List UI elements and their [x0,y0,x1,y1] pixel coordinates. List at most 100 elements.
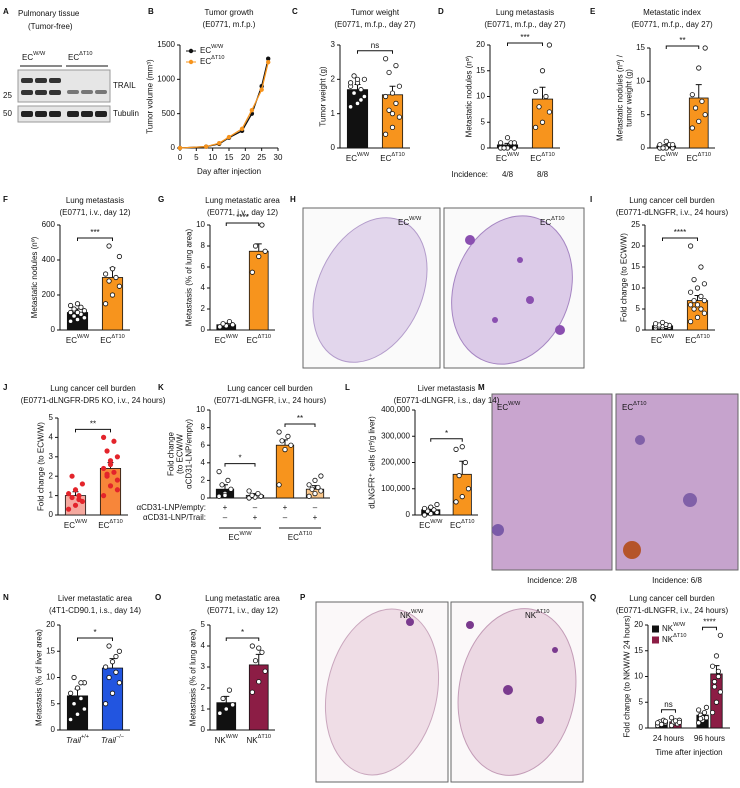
data-point [691,297,697,304]
data-point [288,442,294,448]
chart-subtitle: (E0771, m.f.p.) [203,20,256,29]
y-tick-label: 5 [641,110,646,119]
data-point [219,482,225,488]
row-mark: + [253,513,258,522]
chart-subtitle: (E0771, i.v., day 12) [207,606,278,615]
data-point [546,109,553,115]
image-label: ECW/W [398,216,422,227]
data-point [687,289,694,295]
data-point [114,477,121,483]
data-point [382,56,389,62]
x-tick-label: ECW/W [66,334,90,345]
data-point [220,695,226,702]
x-tick-label: ECΔT10 [685,334,710,345]
data-point [389,111,396,117]
data-point [715,673,722,680]
y-tick-label: 0 [636,325,641,334]
data-point [102,664,109,670]
data-point [393,100,399,106]
y-axis-label: Fold change (to ECW/W) [37,422,46,511]
x-tick-label: 25 [257,153,266,162]
data-point [691,306,697,312]
data-point [226,687,233,693]
y-tick-label: 0 [201,325,206,334]
data-point [318,473,324,479]
significance-bracket [224,463,256,467]
data-point [354,76,361,82]
y-axis-label: tumor weight (g) [624,69,633,127]
data-point [109,659,116,665]
data-point [670,142,676,148]
y-tick-label: 200 [42,290,56,299]
x-tick-label: 96 hours [694,734,725,743]
x-tick-label: ECW/W [346,152,370,163]
y-tick-label: 600 [42,220,56,229]
y-tick-label: 10 [631,283,640,292]
panel-letter: O [155,593,161,602]
legend-label: ECW/W [200,44,224,55]
data-point [699,98,705,104]
significance-bracket [702,626,717,631]
data-point [347,104,354,110]
data-point [102,301,109,307]
x-tick-label: ECW/W [215,334,239,345]
x-tick-label: 30 [274,153,283,162]
y-axis-label: (to ECW/W [175,434,184,474]
incidence-label: Incidence: [452,170,488,179]
data-point [109,266,116,272]
panel-letter: N [3,593,9,602]
y-tick-label: 10 [636,76,645,85]
data-point [252,243,259,249]
y-tick-label: 2 [49,471,54,480]
y-axis-label: Metastatic nodules (nº) / [615,54,624,141]
data-point [69,494,75,501]
y-tick-label: 5 [639,697,644,706]
error-bar [539,86,546,100]
data-point [256,645,262,651]
data-point [262,668,268,674]
data-point [259,222,265,228]
data-point [217,140,222,146]
chart-subtitle: (4T1-CD90.1, i.s., day 14) [49,606,141,615]
chart-subtitle: (E0771, m.f.p., day 27) [334,20,416,29]
data-point [226,134,232,140]
legend-marker [188,59,194,65]
significance-bracket [284,423,316,427]
data-point [282,446,288,453]
data-point [386,107,392,113]
row-label: αCD31-LNP/empty: [136,503,206,512]
data-point [361,93,368,100]
data-point [660,145,666,151]
legend-swatch [652,636,659,644]
data-point [220,321,226,327]
data-point [266,59,271,65]
data-point [104,471,110,477]
data-point [382,131,389,137]
significance-label: * [238,454,241,463]
significance-label: * [241,628,244,637]
significance-label: ** [90,420,96,429]
chart-title: Lung cancer cell burden [227,384,312,393]
data-point [285,433,291,439]
y-tick-label: 20 [634,620,643,629]
chart-subtitle: (E0771, m.f.p., day 27) [631,20,713,29]
x-axis-label: Time after injection [655,748,722,757]
data-point [72,487,79,493]
metastasis-foci [406,618,558,724]
data-point [421,505,428,512]
data-point [702,45,708,51]
data-point [276,482,282,488]
data-point [546,42,553,48]
y-axis-label: Metastasis (% of lung area) [189,628,198,726]
data-point [249,108,255,113]
data-point [259,649,265,655]
data-point [532,88,539,94]
metastasis-foci [465,235,565,335]
data-point [111,438,117,444]
data-point [696,707,702,713]
y-axis-label: Fold change [166,431,175,476]
data-point [689,125,695,131]
panel-letter: L [345,383,350,392]
data-point [217,324,223,330]
y-tick-label: 1 [201,704,206,713]
